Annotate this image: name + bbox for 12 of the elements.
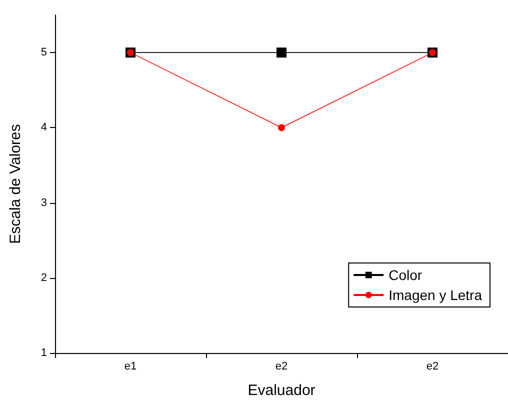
y-tick-label: 3 <box>40 196 47 209</box>
y-axis-title: Escala de Valores <box>7 124 24 244</box>
y-tick-label: 5 <box>40 46 47 59</box>
x-tick-label: e2 <box>426 360 439 372</box>
legend-label: Imagen y Letra <box>388 287 482 303</box>
x-axis-title: Evaluador <box>248 382 316 399</box>
y-tick-label: 4 <box>40 122 47 134</box>
y-tick-label: 1 <box>40 347 47 359</box>
y-tick-label: 2 <box>40 272 47 284</box>
x-tick-label: e1 <box>124 360 137 372</box>
x-tick-label: e2 <box>275 360 288 372</box>
legend-label: Color <box>388 267 422 283</box>
